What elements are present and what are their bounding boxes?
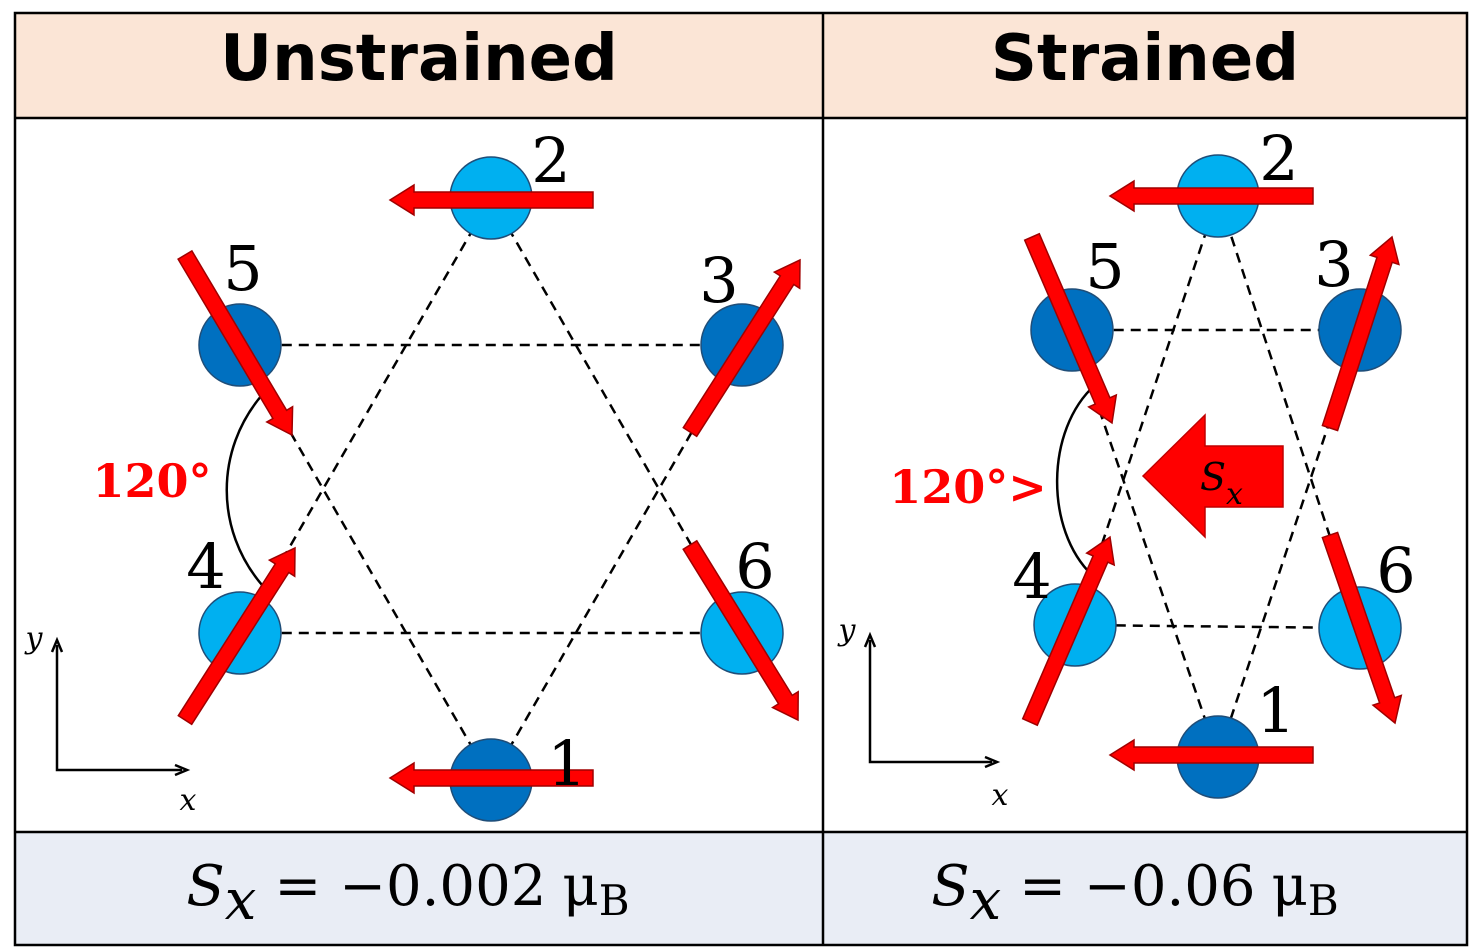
unit: μ (562, 854, 598, 919)
net-moment-label: Sx (1200, 455, 1243, 512)
header-row (15, 13, 1467, 118)
spin-arrow (177, 546, 296, 726)
lattice-bonds (237, 197, 745, 781)
unit: μ (1272, 854, 1308, 919)
site-label: 6 (735, 530, 774, 603)
spin-arrow (1321, 531, 1403, 725)
symbol: S (931, 854, 969, 919)
axis-label: y (837, 613, 857, 648)
atoms (198, 156, 784, 822)
axes (50, 631, 1001, 777)
spin-arrow (1321, 235, 1400, 432)
spin-arrow (682, 258, 801, 438)
header: Unstrained (220, 22, 618, 96)
site-label: 6 (1376, 534, 1415, 607)
spin-arrow (388, 761, 594, 795)
spin-arrow (1021, 535, 1116, 727)
unit-subscript: B (599, 876, 630, 925)
site-label: 2 (1259, 122, 1298, 195)
site-label: 4 (186, 530, 225, 603)
header: Strained (991, 22, 1299, 96)
subscript: x (1226, 477, 1243, 512)
site-label: 2 (531, 124, 570, 197)
axis-label: x (992, 778, 1009, 813)
angle-arc (1055, 384, 1096, 576)
value: = −0.002 (274, 854, 546, 919)
angle-arc (225, 394, 263, 586)
table-grid (13, 11, 1469, 947)
spin-arrow (1108, 179, 1314, 213)
site-label: 1 (547, 727, 586, 800)
net-moment-arrow (1141, 413, 1284, 539)
axis-label: x (180, 783, 197, 818)
site-label: 3 (1314, 228, 1353, 301)
spin-arrow (682, 539, 799, 722)
subscript: x (225, 868, 257, 933)
spin-arrow (1023, 232, 1118, 425)
symbol: S (186, 854, 224, 919)
angle-label: 120°> (889, 460, 1047, 514)
site-label: 5 (1085, 230, 1124, 303)
site-label: 5 (223, 232, 262, 305)
angle-label: 120° (92, 454, 211, 508)
axis-label: y (24, 621, 44, 656)
spin-arrows (177, 179, 1403, 795)
lattice-bonds (1070, 195, 1362, 758)
spin-arrow (388, 183, 594, 217)
subscript: x (970, 868, 1002, 933)
value: = −0.06 (1019, 854, 1255, 919)
moment-equation: Sx = −0.06 μB (931, 854, 1339, 933)
site-label: 1 (1256, 674, 1295, 747)
spin-arrow (1108, 738, 1314, 772)
site-label: 4 (1012, 540, 1051, 613)
site-label: 3 (699, 244, 738, 317)
moment-equation: Sx = −0.002 μB (186, 854, 629, 933)
spin-arrow (177, 249, 294, 437)
symbol: S (1200, 455, 1226, 499)
footer-row (15, 832, 1467, 945)
unit-subscript: B (1308, 876, 1339, 925)
